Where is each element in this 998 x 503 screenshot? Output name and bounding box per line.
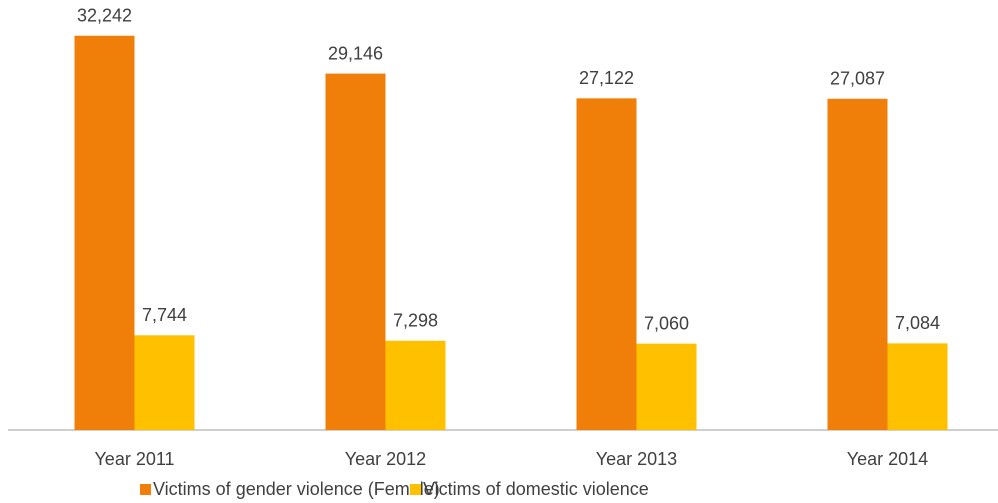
x-tick-label: Year 2011 bbox=[94, 449, 174, 469]
bar bbox=[576, 98, 637, 431]
bar bbox=[887, 343, 948, 430]
bar bbox=[325, 73, 386, 430]
data-label: 7,744 bbox=[142, 305, 187, 325]
data-label: 7,060 bbox=[644, 313, 689, 333]
data-label: 27,087 bbox=[830, 69, 885, 89]
x-tick-label: Year 2014 bbox=[847, 449, 928, 469]
data-label: 29,146 bbox=[328, 43, 383, 63]
legend-label: Victims of domestic violence bbox=[423, 479, 649, 499]
data-label: 7,084 bbox=[895, 313, 940, 333]
legend-swatch bbox=[410, 484, 421, 495]
bar bbox=[134, 335, 195, 430]
bar bbox=[636, 343, 697, 430]
x-tick-label: Year 2012 bbox=[345, 449, 426, 469]
legend-label: Victims of gender violence (Female) bbox=[153, 479, 440, 499]
bar bbox=[827, 98, 888, 431]
x-tick-label: Year 2013 bbox=[596, 449, 677, 469]
legend-swatch bbox=[140, 484, 151, 495]
bar bbox=[385, 340, 446, 430]
data-label: 32,242 bbox=[77, 5, 132, 25]
bar bbox=[74, 35, 135, 430]
data-label: 27,122 bbox=[579, 68, 634, 88]
data-label: 7,298 bbox=[393, 311, 438, 331]
